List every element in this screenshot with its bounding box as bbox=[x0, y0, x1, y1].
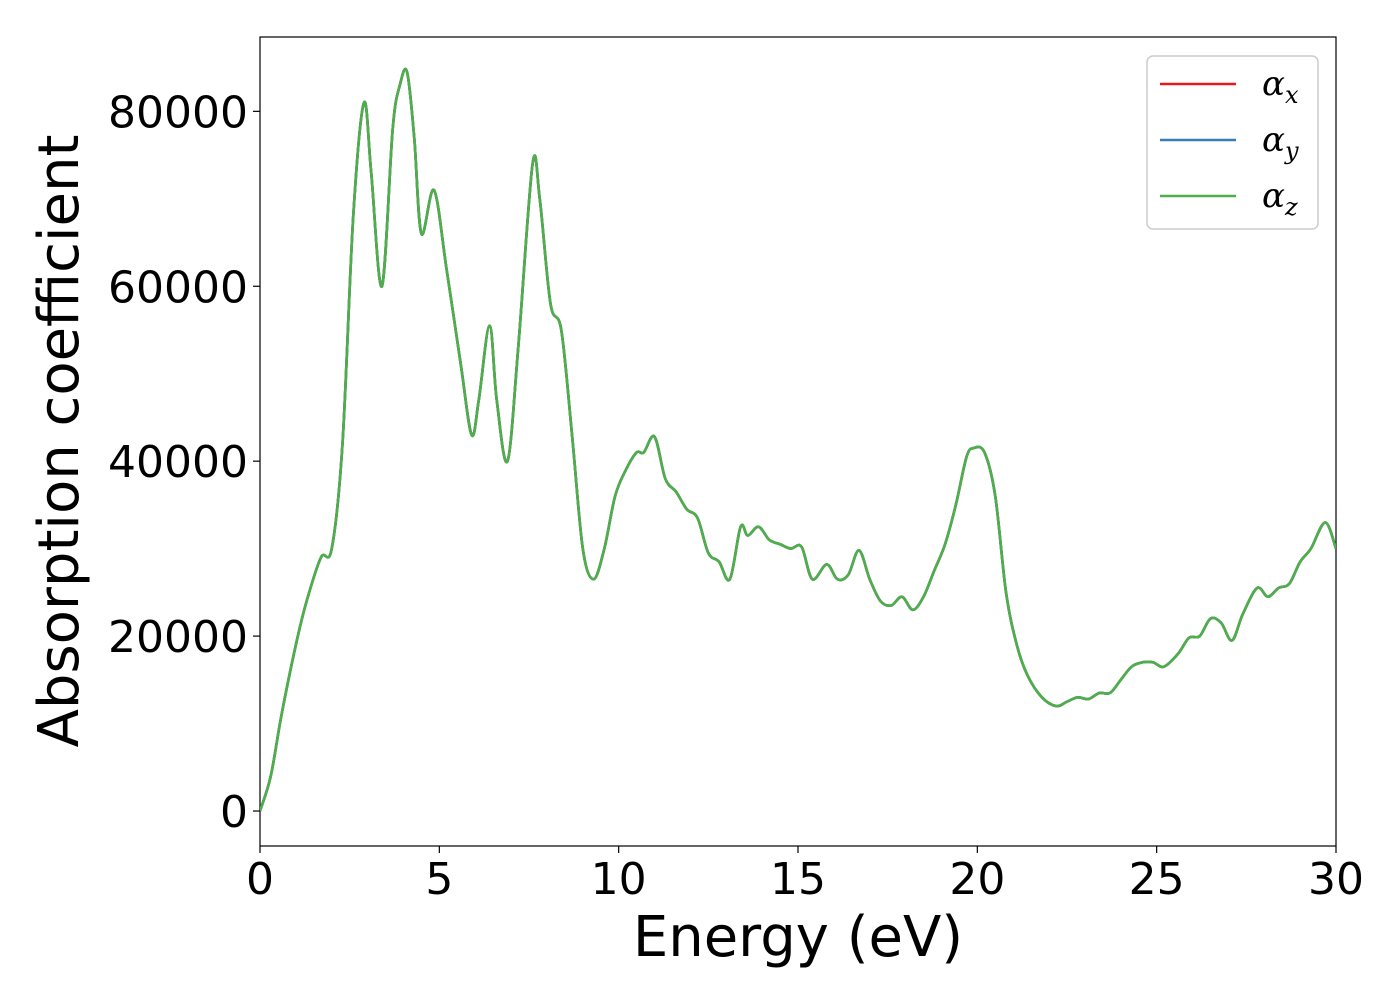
axis-ticks: 0 5 10 15 20 25 30 0 20000 40000 60000 80000 bbox=[108, 87, 1364, 905]
legend-label: αz bbox=[1262, 176, 1298, 221]
x-tick-label: 10 bbox=[591, 854, 647, 905]
legend-box bbox=[1146, 55, 1319, 230]
legend: αx αy αz bbox=[1146, 55, 1319, 230]
y-tick-label: 60000 bbox=[108, 262, 248, 313]
legend-label: αx bbox=[1262, 64, 1299, 109]
y-tick-label: 0 bbox=[220, 787, 248, 838]
x-tick-label: 15 bbox=[770, 854, 826, 905]
x-tick-label: 25 bbox=[1129, 854, 1185, 905]
series-lines bbox=[260, 67, 1336, 812]
x-tick-label: 0 bbox=[246, 854, 274, 905]
y-tick-label: 80000 bbox=[108, 87, 248, 138]
y-tick-label: 40000 bbox=[108, 437, 248, 488]
legend-label: αy bbox=[1262, 120, 1299, 165]
x-tick-label: 20 bbox=[949, 854, 1005, 905]
x-tick-label: 30 bbox=[1308, 854, 1364, 905]
y-tick-label: 20000 bbox=[108, 612, 248, 663]
series-line-z bbox=[260, 67, 1336, 812]
x-axis-title: Energy (eV) bbox=[633, 905, 963, 970]
x-tick-label: 5 bbox=[425, 854, 453, 905]
y-axis-title: Absorption coefficient bbox=[27, 135, 92, 748]
